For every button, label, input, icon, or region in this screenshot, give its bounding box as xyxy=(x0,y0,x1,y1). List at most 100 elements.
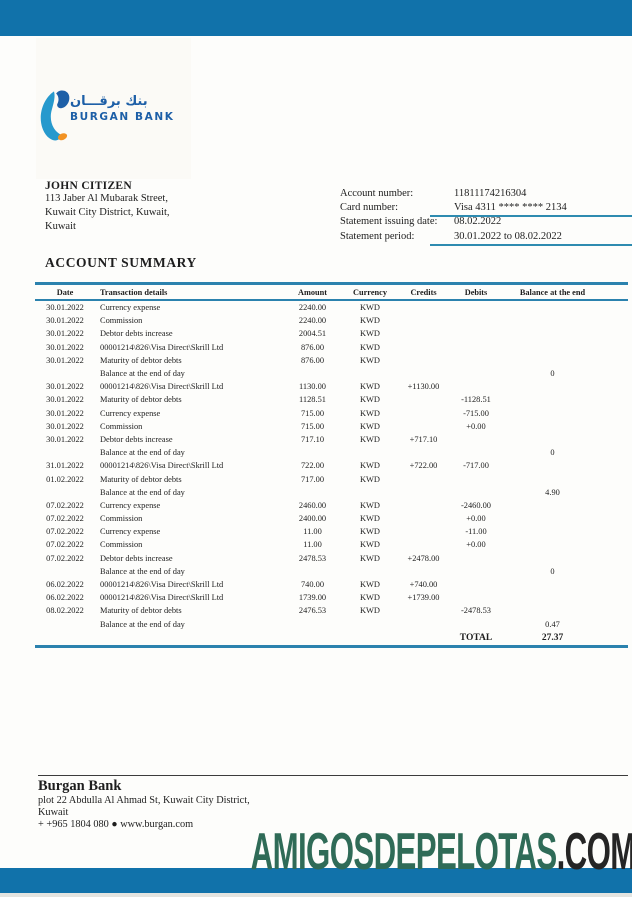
cell-balance: 0 xyxy=(550,448,555,458)
footer-divider xyxy=(38,775,628,776)
table-row: 30.01.2022 Debtor debts increase 717.10 KWD… xyxy=(35,433,628,446)
cell-details: Commission xyxy=(100,540,143,550)
cell-details: 00001214\826\Visa Direct\Skrill Ltd xyxy=(100,382,224,392)
cell-amount: 1130.00 xyxy=(299,382,326,392)
column-header-date: Date xyxy=(56,287,74,297)
cell-currency: KWD xyxy=(359,395,380,405)
watermark-tld-text: .COM xyxy=(556,823,632,881)
cell-details: Currency expense xyxy=(100,303,161,313)
cell-date: 30.01.2022 xyxy=(46,408,84,418)
cell-debits: +0.00 xyxy=(466,514,486,524)
bottom-bar xyxy=(0,868,632,893)
table-row: 30.01.2022 Commission 2240.00 KWD xyxy=(35,314,628,327)
table-total-row: TOTAL 27.37 xyxy=(35,631,628,645)
table-row: 07.02.2022 Currency expense 11.00 KWD -11.00 xyxy=(35,525,628,538)
watermark-main-text: AMIGOSDEPELOTAS xyxy=(251,823,558,881)
cell-details: Maturity of debtor debts xyxy=(100,606,182,616)
cell-debits: -11.00 xyxy=(465,527,487,537)
cell-details: Debtor debts increase xyxy=(100,329,173,339)
table-row: 07.02.2022 Commission 2400.00 KWD +0.00 xyxy=(35,512,628,525)
cell-date: 07.02.2022 xyxy=(46,540,84,550)
table-row: 30.01.2022 Commission 715.00 KWD +0.00 xyxy=(35,420,628,433)
customer-address-line: 113 Jaber Al Mubarak Street, xyxy=(45,193,168,204)
cell-currency: KWD xyxy=(359,342,380,352)
cell-details: Commission xyxy=(100,316,143,326)
cell-amount: 722.00 xyxy=(300,461,325,471)
table-row: 07.02.2022 Currency expense 2460.00 KWD -246… xyxy=(35,499,628,512)
account-number-label: Account number: xyxy=(340,188,414,199)
total-label: TOTAL xyxy=(459,632,493,643)
table-row: Balance at the end of day 0 xyxy=(35,446,628,459)
cell-debits: +0.00 xyxy=(466,421,486,431)
cell-amount: 11.00 xyxy=(303,527,322,537)
account-number-value: 11811174216304 xyxy=(454,188,527,199)
cell-amount: 2004.51 xyxy=(298,329,327,339)
table-row: 07.02.2022 Debtor debts increase 2478.53 KW… xyxy=(35,552,628,565)
cell-date: 30.01.2022 xyxy=(46,382,84,392)
logo-arabic-text: بنك برقـــان xyxy=(70,94,148,109)
table-row: Balance at the end of day 0.47 xyxy=(35,618,628,631)
column-header-currency: Currency xyxy=(353,287,387,297)
table-top-border xyxy=(35,282,628,285)
cell-amount: 876.00 xyxy=(300,355,325,365)
cell-date: 08.02.2022 xyxy=(46,606,84,616)
cell-details: Balance at the end of day xyxy=(100,619,185,629)
cell-amount: 717.10 xyxy=(300,434,325,444)
table-row: Balance at the end of day 0 xyxy=(35,565,628,578)
cell-details: Debtor debts increase xyxy=(100,553,173,563)
cell-balance: 4.90 xyxy=(545,487,560,497)
cell-debits: -1128.51 xyxy=(461,395,491,405)
card-number-value: Visa 4311 **** **** 2134 xyxy=(454,202,567,214)
cell-debits: -715.00 xyxy=(463,408,489,418)
cell-date: 07.02.2022 xyxy=(46,527,84,537)
cell-balance: 0.47 xyxy=(545,619,560,629)
cell-details: Maturity of debtor debts xyxy=(100,474,182,484)
cell-date: 07.02.2022 xyxy=(46,553,84,563)
cell-currency: KWD xyxy=(359,540,380,550)
cell-details: Balance at the end of day xyxy=(100,448,185,458)
statement-period-value: 30.01.2022 to 08.02.2022 xyxy=(454,230,562,242)
cell-date: 07.02.2022 xyxy=(46,514,84,524)
customer-name: JOHN CITIZEN xyxy=(45,180,132,192)
table-row: 30.01.2022 Currency expense 2240.00 KWD xyxy=(35,301,628,314)
total-value: 27.37 xyxy=(541,632,564,643)
customer-address-line: Kuwait City District, Kuwait, xyxy=(45,207,170,219)
divider-line xyxy=(430,244,632,246)
table-body: 30.01.2022 Currency expense 2240.00 KWD 30.0… xyxy=(35,301,628,631)
account-summary-table: Date Transaction details Amount Currency… xyxy=(35,282,628,648)
cell-details: Maturity of debtor debts xyxy=(100,355,182,365)
cell-currency: KWD xyxy=(359,580,380,590)
table-header-border xyxy=(35,299,628,301)
cell-date: 06.02.2022 xyxy=(46,580,84,590)
table-row: Balance at the end of day 0 xyxy=(35,367,628,380)
cell-currency: KWD xyxy=(359,553,380,563)
footer-address-line: Kuwait xyxy=(38,806,69,818)
column-header-debits: Debits xyxy=(464,287,488,297)
cell-date: 31.01.2022 xyxy=(46,461,84,471)
cell-details: Commission xyxy=(100,514,143,524)
cell-debits: -2478.53 xyxy=(460,606,491,616)
cell-currency: KWD xyxy=(359,500,380,510)
cell-amount: 715.00 xyxy=(300,421,325,431)
logo-bank-name: BURGAN BANK xyxy=(70,111,175,123)
cell-currency: KWD xyxy=(359,514,380,524)
table-row: 30.01.2022 00001214\826\Visa Direct\Skril… xyxy=(35,341,628,354)
cell-currency: KWD xyxy=(359,355,380,365)
cell-details: 00001214\826\Visa Direct\Skrill Ltd xyxy=(100,580,224,590)
table-header-row: Date Transaction details Amount Currency… xyxy=(35,285,628,299)
cell-currency: KWD xyxy=(359,434,380,444)
cell-amount: 2476.53 xyxy=(298,606,327,616)
cell-date: 30.01.2022 xyxy=(46,421,84,431)
cell-date: 30.01.2022 xyxy=(46,434,84,444)
cell-credits: +722.00 xyxy=(409,461,438,471)
cell-amount: 1128.51 xyxy=(299,395,326,405)
account-info-block: Account number: 11811174216304 Card numb… xyxy=(340,187,632,244)
cell-details: 00001214\826\Visa Direct\Skrill Ltd xyxy=(100,342,224,352)
cell-details: Currency expense xyxy=(100,500,161,510)
cell-debits: +0.00 xyxy=(466,540,486,550)
cell-credits: +1739.00 xyxy=(407,593,440,603)
table-row: 08.02.2022 Maturity of debtor debts 2476.5… xyxy=(35,604,628,617)
cell-amount: 740.00 xyxy=(300,580,325,590)
cell-amount: 1739.00 xyxy=(298,593,327,603)
